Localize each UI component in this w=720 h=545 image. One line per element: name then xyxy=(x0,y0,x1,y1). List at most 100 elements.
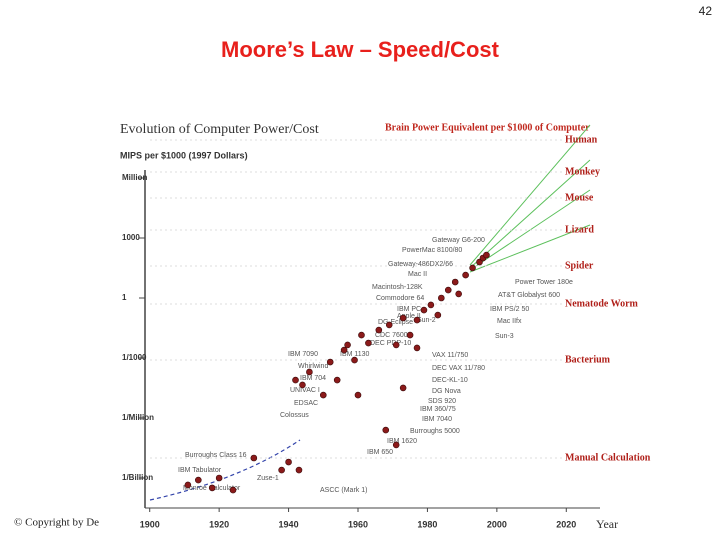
point xyxy=(229,486,237,494)
point xyxy=(215,474,223,482)
annotation: Macintosh-128K xyxy=(372,284,423,291)
point xyxy=(438,294,445,302)
point xyxy=(344,341,351,349)
point xyxy=(295,466,303,474)
point xyxy=(382,426,390,434)
point xyxy=(292,376,299,384)
annotation: DG Nova xyxy=(432,388,461,395)
y-tick-label: 1 xyxy=(122,293,127,302)
brain-label: Lizard xyxy=(565,224,594,235)
x-tick-label: 1960 xyxy=(348,519,368,529)
point xyxy=(326,358,334,366)
annotation: IBM 1130 xyxy=(340,351,370,358)
annotation: IBM 7090 xyxy=(288,351,318,358)
x-tick-label: 1920 xyxy=(209,519,229,529)
point xyxy=(413,316,421,324)
point xyxy=(399,384,407,392)
annotation: Mac II xyxy=(408,271,427,278)
annotation: Burroughs 5000 xyxy=(410,428,460,435)
chart-title: Evolution of Computer Power/Cost xyxy=(120,122,319,137)
annotation: VAX 11/750 xyxy=(432,352,468,359)
x-tick-label: 2000 xyxy=(487,519,507,529)
point xyxy=(444,286,452,294)
point xyxy=(392,441,400,449)
annotation: IBM 1620 xyxy=(387,438,417,445)
annotation: UNIVAC I xyxy=(290,387,320,394)
annotation: Burroughs Class 16 xyxy=(185,452,247,459)
annotation: IBM 7040 xyxy=(422,416,452,423)
point xyxy=(184,481,192,489)
annotation: Gateway-486DX2/66 xyxy=(388,261,453,268)
point xyxy=(340,346,348,354)
annotation: IBM PC xyxy=(397,306,421,313)
x-tick-label: 1900 xyxy=(140,519,160,529)
annotation: IBM 360/75 xyxy=(420,406,456,413)
y-axis-label: MIPS per $1000 (1997 Dollars) xyxy=(120,150,248,160)
annotation: Commodore 64 xyxy=(376,295,424,302)
annotation: Whirlwind xyxy=(298,363,328,370)
point xyxy=(451,278,459,286)
annotation: PowerMac 8100/80 xyxy=(402,247,462,254)
y-tick-label: 1/Million xyxy=(122,413,154,422)
point xyxy=(358,331,365,339)
point xyxy=(385,321,393,329)
y-tick-label: Million xyxy=(122,173,147,182)
point xyxy=(462,271,469,279)
early-trend xyxy=(149,439,301,501)
annotation: IBM 704 xyxy=(300,375,326,382)
y-tick-label: 1/Billion xyxy=(122,473,153,482)
brain-label: Bacterium xyxy=(565,354,611,365)
right-title: Brain Power Equivalent per $1000 of Comp… xyxy=(385,122,590,133)
point xyxy=(455,290,462,298)
point xyxy=(354,391,362,399)
brain-label: Spider xyxy=(565,260,594,271)
point xyxy=(399,314,407,322)
annotation: DEC VAX 11/780 xyxy=(432,365,485,372)
x-tick-label: 1980 xyxy=(417,519,437,529)
copyright: © Copyright by De xyxy=(14,517,99,529)
annotation: CDC 7600 xyxy=(375,332,408,339)
y-tick-label: 1000 xyxy=(122,233,140,242)
annotation: IBM PS/2 50 xyxy=(490,306,529,313)
annotation: IBM Tabulator xyxy=(178,467,222,474)
point xyxy=(392,341,400,349)
brain-label: Mouse xyxy=(565,192,594,203)
point xyxy=(469,264,476,272)
point xyxy=(299,381,306,389)
annotation: SDS 920 xyxy=(428,398,456,405)
point xyxy=(285,458,292,466)
annotation: Gateway G6-200 xyxy=(432,237,485,244)
annotation: EDSAC xyxy=(294,400,318,407)
slide-title: Moore’s Law – Speed/Cost xyxy=(221,37,500,62)
brain-label: Nematode Worm xyxy=(565,298,639,309)
point xyxy=(250,454,258,462)
point xyxy=(427,301,435,309)
annotation: Power Tower 180e xyxy=(515,279,573,286)
annotation: DEC-KL-10 xyxy=(432,377,468,384)
x-tick-label: 2020 xyxy=(556,519,576,529)
point xyxy=(333,376,341,384)
point xyxy=(319,391,327,399)
point xyxy=(365,339,372,347)
trend-lines xyxy=(469,124,591,273)
annotation: Colossus xyxy=(280,412,309,419)
point xyxy=(351,356,358,364)
point xyxy=(195,476,202,484)
annotation: Sun-3 xyxy=(495,333,514,340)
page-number: 42 xyxy=(699,4,713,18)
x-axis-label: Year xyxy=(596,517,618,531)
annotation: Apple II xyxy=(397,313,421,320)
brain-label: Manual Calculation xyxy=(565,452,651,463)
annotation: DEC PDP-10 xyxy=(370,340,411,347)
brain-label: Monkey xyxy=(565,166,600,177)
annotation: Sun-2 xyxy=(417,317,436,324)
annotation: Mac IIfx xyxy=(497,318,522,325)
annotation: DG Eclipse xyxy=(378,319,413,326)
point xyxy=(483,251,490,259)
annotation: ASCC (Mark 1) xyxy=(320,487,367,494)
brain-label: Human xyxy=(565,134,598,145)
annotation: Zuse-1 xyxy=(257,475,279,482)
y-tick-label: 1/1000 xyxy=(122,353,147,362)
annotation: IBM 650 xyxy=(367,449,393,456)
